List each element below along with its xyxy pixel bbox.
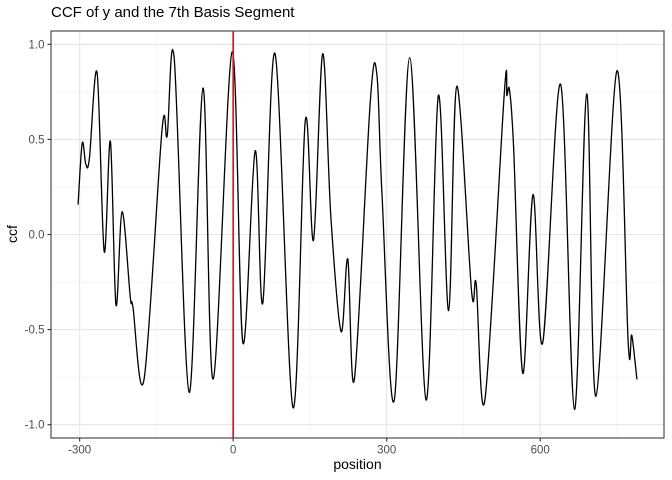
y-tick-label: 1.0 (29, 39, 45, 51)
y-tick-label: -1.0 (25, 420, 45, 432)
x-tick-label: -300 (68, 445, 91, 457)
y-tick-label: 0.5 (29, 134, 45, 146)
ccf-line (77, 48, 638, 411)
y-tick-label: -0.5 (25, 325, 45, 337)
plot-title: CCF of y and the 7th Basis Segment (51, 4, 295, 21)
x-tick-label: 600 (531, 445, 550, 457)
x-axis-title: position (333, 456, 382, 472)
x-tick-label: 0 (230, 445, 236, 457)
y-tick-label: 0.0 (29, 230, 45, 242)
x-tick-label: 300 (377, 445, 396, 457)
y-axis-title: ccf (4, 225, 20, 243)
